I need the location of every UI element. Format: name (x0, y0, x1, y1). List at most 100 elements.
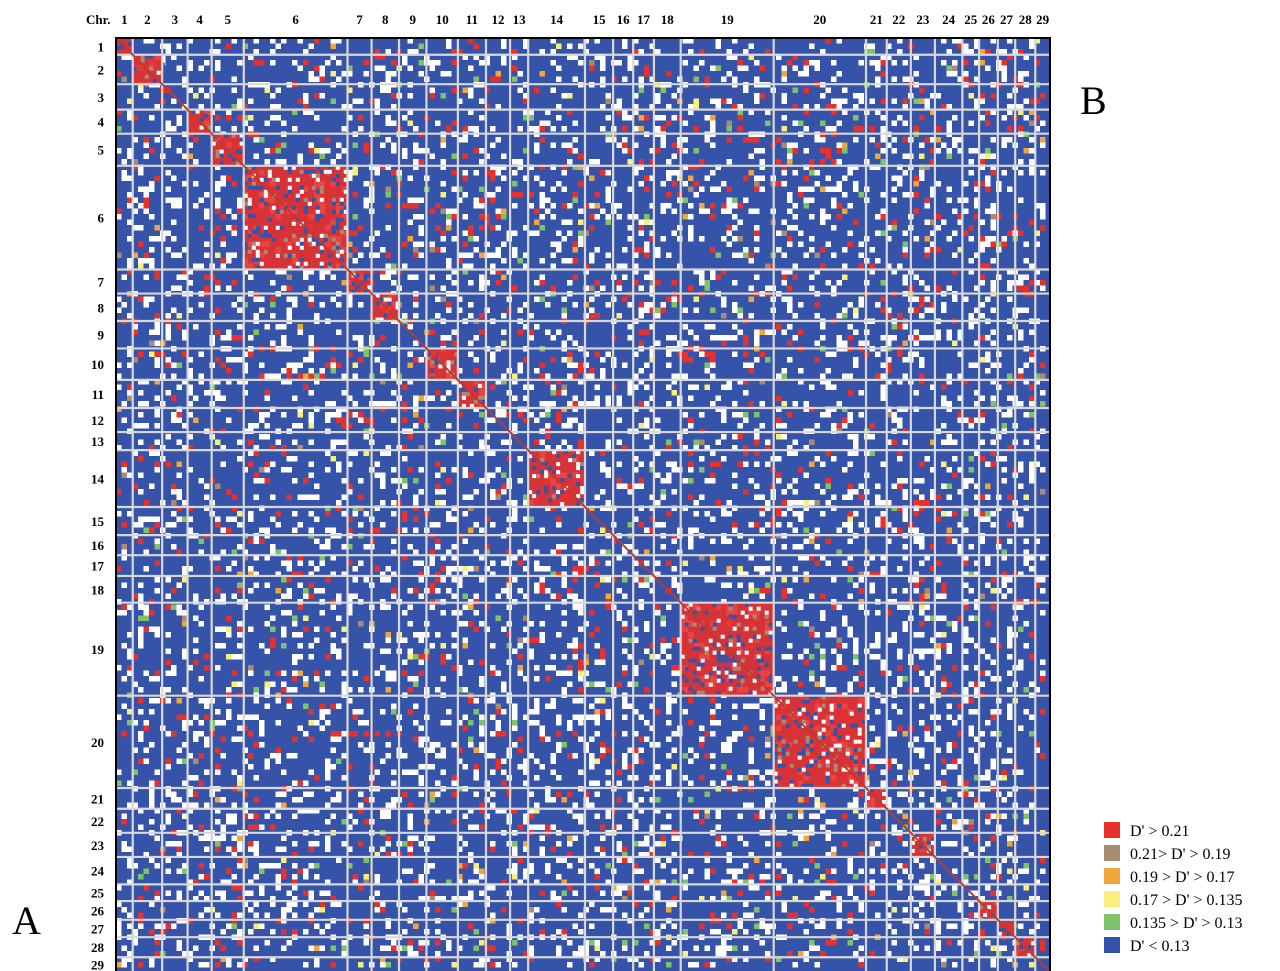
heatmap-cell (154, 274, 160, 280)
heatmap-cell (605, 879, 611, 885)
y-tick-label: 22 (91, 814, 104, 829)
heatmap-cell (721, 406, 727, 412)
heatmap-cell (253, 313, 259, 319)
heatmap-cell (253, 687, 259, 693)
heatmap-cell (688, 698, 694, 704)
heatmap-cell (259, 467, 265, 473)
heatmap-cell (627, 857, 633, 863)
heatmap-cell (116, 373, 122, 379)
heatmap-cell (638, 219, 644, 225)
heatmap-cell (671, 390, 677, 396)
heatmap-cell (391, 769, 397, 775)
heatmap-cell (237, 296, 243, 302)
heatmap-cell (572, 643, 578, 649)
heatmap-cell (297, 797, 303, 803)
heatmap-cell (154, 951, 160, 957)
heatmap-cell (468, 93, 474, 99)
heatmap-cell (264, 687, 270, 693)
heatmap-cell (242, 379, 248, 385)
heatmap-cell (231, 560, 237, 566)
heatmap-cell (759, 186, 765, 192)
heatmap-cell (286, 555, 292, 561)
heatmap-cell (765, 357, 771, 363)
heatmap-cell (138, 351, 144, 357)
heatmap-cell (259, 923, 265, 929)
heatmap-cell (380, 87, 386, 93)
heatmap-cell (363, 148, 369, 154)
heatmap-cell (468, 313, 474, 319)
heatmap-cell (297, 670, 303, 676)
heatmap-cell (259, 137, 265, 143)
heatmap-cell (462, 901, 468, 907)
heatmap-cell (336, 153, 342, 159)
heatmap-cell (781, 230, 787, 236)
heatmap-cell (737, 813, 743, 819)
heatmap-cell (198, 225, 204, 231)
heatmap-cell (671, 731, 677, 737)
heatmap-cell (187, 401, 193, 407)
heatmap-cell (204, 654, 210, 660)
heatmap-cell (534, 208, 540, 214)
heatmap-cell (765, 500, 771, 506)
heatmap-cell (171, 252, 177, 258)
heatmap-cell (572, 604, 578, 610)
heatmap-cell (473, 626, 479, 632)
heatmap-cell (704, 478, 710, 484)
heatmap-cell (748, 368, 754, 374)
heatmap-cell (237, 681, 243, 687)
heatmap-cell (578, 676, 584, 682)
heatmap-cell (688, 203, 694, 209)
heatmap-cell (330, 445, 336, 451)
heatmap-cell (682, 60, 688, 66)
heatmap-cell (171, 923, 177, 929)
heatmap-cell (237, 115, 243, 121)
heatmap-cell (627, 489, 633, 495)
heatmap-cell (710, 450, 716, 456)
heatmap-cell (671, 582, 677, 588)
heatmap-cell (600, 368, 606, 374)
heatmap-cell (561, 406, 567, 412)
heatmap-cell (275, 758, 281, 764)
heatmap-cell (534, 709, 540, 715)
heatmap-cell (308, 709, 314, 715)
heatmap-cell (462, 863, 468, 869)
heatmap-cell (231, 593, 237, 599)
heatmap-cell (264, 813, 270, 819)
heatmap-cell (534, 549, 540, 555)
heatmap-cell (215, 203, 221, 209)
heatmap-cell (121, 841, 127, 847)
heatmap-cell (297, 98, 303, 104)
heatmap-cell (748, 522, 754, 528)
heatmap-cell (748, 137, 754, 143)
heatmap-cell (418, 874, 424, 880)
heatmap-cell (490, 945, 496, 951)
heatmap-cell (341, 731, 347, 737)
heatmap-cell (215, 104, 221, 110)
heatmap-cell (682, 478, 688, 484)
heatmap-cell (391, 703, 397, 709)
heatmap-cell (154, 362, 160, 368)
heatmap-cell (666, 120, 672, 126)
heatmap-cell (781, 544, 787, 550)
heatmap-cell (270, 494, 276, 500)
heatmap-cell (281, 769, 287, 775)
heatmap-cell (528, 912, 534, 918)
heatmap-cell (143, 615, 149, 621)
heatmap-cell (583, 401, 589, 407)
heatmap-cell (523, 626, 529, 632)
heatmap-cell (490, 126, 496, 132)
heatmap-cell (682, 340, 688, 346)
heatmap-cell (765, 780, 771, 786)
heatmap-cell (616, 885, 622, 891)
heatmap-cell (380, 401, 386, 407)
heatmap-cell (638, 478, 644, 484)
heatmap-cell (605, 813, 611, 819)
heatmap-cell (594, 874, 600, 880)
heatmap-cell (374, 54, 380, 60)
heatmap-cell (391, 571, 397, 577)
heatmap-cell (138, 164, 144, 170)
heatmap-cell (622, 648, 628, 654)
heatmap-cell (127, 148, 133, 154)
heatmap-cell (319, 560, 325, 566)
heatmap-cell (341, 775, 347, 781)
